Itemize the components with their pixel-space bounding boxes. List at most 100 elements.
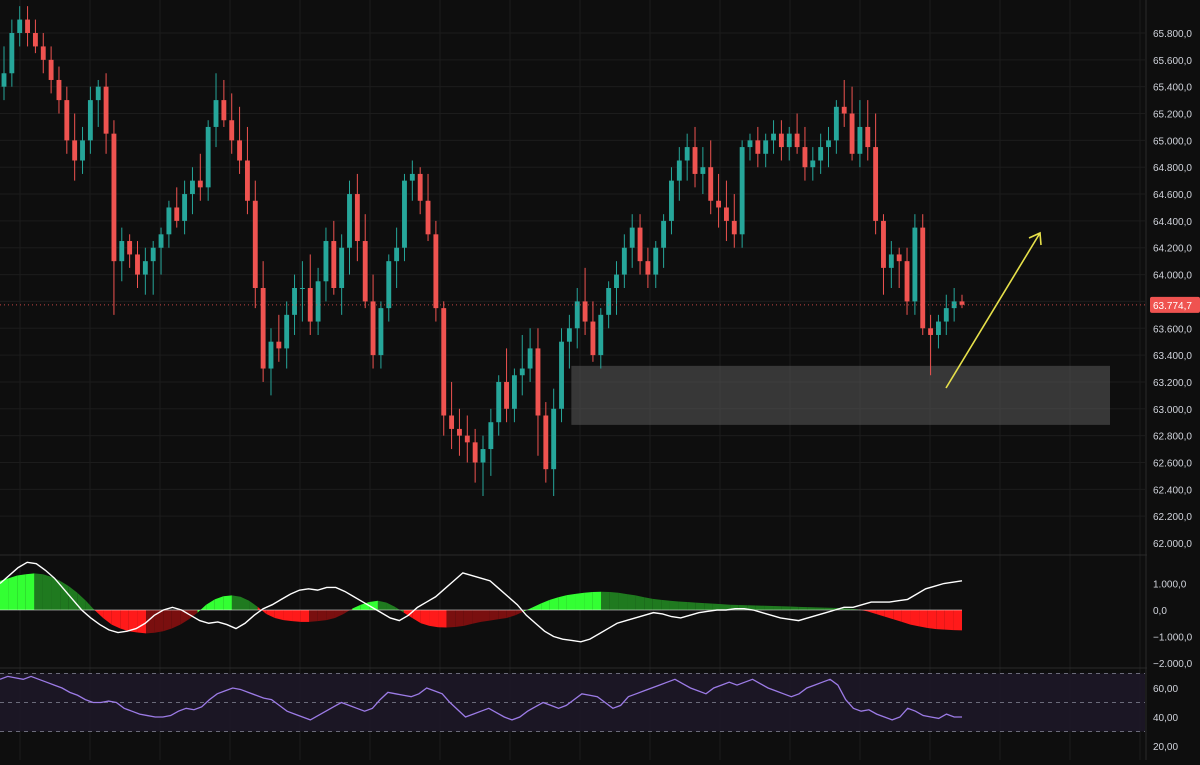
candle[interactable] <box>307 254 313 335</box>
candle[interactable] <box>747 133 753 161</box>
candle[interactable] <box>158 227 164 275</box>
candle[interactable] <box>315 267 321 335</box>
candle[interactable] <box>496 375 502 436</box>
candle[interactable] <box>684 133 690 181</box>
candle[interactable] <box>951 288 957 322</box>
candle[interactable] <box>119 227 125 282</box>
candle[interactable] <box>464 415 470 463</box>
candle[interactable] <box>574 288 580 349</box>
candle[interactable] <box>873 113 879 235</box>
candle[interactable] <box>653 241 659 288</box>
candle[interactable] <box>504 348 509 423</box>
candle[interactable] <box>268 328 274 396</box>
candle[interactable] <box>174 187 180 228</box>
candle[interactable] <box>661 214 667 268</box>
candle[interactable] <box>9 19 15 87</box>
candle[interactable] <box>708 140 714 215</box>
candle[interactable] <box>519 334 525 396</box>
candle[interactable] <box>700 147 706 195</box>
candle[interactable] <box>959 294 965 309</box>
candle[interactable] <box>48 46 54 94</box>
candle[interactable] <box>833 100 839 154</box>
candle[interactable] <box>213 73 219 148</box>
candle[interactable] <box>237 106 243 174</box>
candle[interactable] <box>182 180 188 235</box>
candle[interactable] <box>739 140 745 248</box>
candle[interactable] <box>292 274 297 335</box>
candle[interactable] <box>614 261 619 315</box>
candle[interactable] <box>778 120 784 161</box>
candle[interactable] <box>802 126 808 181</box>
candle[interactable] <box>590 301 596 362</box>
candle[interactable] <box>323 227 329 302</box>
candle[interactable] <box>386 254 392 322</box>
candle[interactable] <box>72 113 78 181</box>
candle[interactable] <box>912 214 918 315</box>
candle[interactable] <box>394 227 400 288</box>
candle[interactable] <box>896 247 902 288</box>
price-axis[interactable]: 65.800,0 65.600,0 65.400,0 65.200,0 65.000,0… <box>1147 0 1200 760</box>
candle[interactable] <box>527 328 533 382</box>
candle[interactable] <box>535 328 541 456</box>
price-candles[interactable] <box>1 6 965 497</box>
candle[interactable] <box>127 234 133 268</box>
candle[interactable] <box>142 247 148 295</box>
candle[interactable] <box>551 388 557 497</box>
candle[interactable] <box>841 79 847 127</box>
candle[interactable] <box>771 120 776 154</box>
candle[interactable] <box>786 126 792 161</box>
candle[interactable] <box>402 173 407 262</box>
candle[interactable] <box>457 408 462 456</box>
candle[interactable] <box>629 214 635 268</box>
oscillator-pane[interactable] <box>0 561 963 643</box>
candle[interactable] <box>17 6 23 47</box>
candle[interactable] <box>849 86 855 161</box>
candle[interactable] <box>865 100 871 161</box>
candle[interactable] <box>1 46 7 101</box>
candle[interactable] <box>582 267 588 335</box>
arrow-shaft[interactable] <box>945 232 1041 389</box>
candle[interactable] <box>25 6 30 47</box>
candle[interactable] <box>190 167 195 215</box>
candle[interactable] <box>857 100 863 168</box>
candle[interactable] <box>260 261 266 382</box>
candle[interactable] <box>425 173 431 242</box>
candle[interactable] <box>56 66 62 114</box>
candle[interactable] <box>197 153 203 201</box>
rsi-axis[interactable]: 60,00 40,00 20,00 <box>1153 684 1178 753</box>
candle[interactable] <box>221 79 227 127</box>
candle[interactable] <box>692 126 698 188</box>
candle[interactable] <box>928 314 934 376</box>
candle[interactable] <box>904 247 910 315</box>
support-zone-rectangle[interactable] <box>571 365 1110 425</box>
candle[interactable] <box>472 428 478 483</box>
candle[interactable] <box>920 214 926 335</box>
candle[interactable] <box>150 241 156 295</box>
candle[interactable] <box>598 308 604 369</box>
candle[interactable] <box>480 435 486 497</box>
candle[interactable] <box>362 214 368 309</box>
candle[interactable] <box>135 241 140 288</box>
candle[interactable] <box>936 314 941 349</box>
candle[interactable] <box>676 147 682 201</box>
candle[interactable] <box>64 86 70 154</box>
candle[interactable] <box>252 180 258 309</box>
candle[interactable] <box>95 79 101 127</box>
candle[interactable] <box>763 133 769 168</box>
candle[interactable] <box>284 301 290 369</box>
candle[interactable] <box>40 33 46 74</box>
candle[interactable] <box>103 73 109 154</box>
candle[interactable] <box>299 261 305 322</box>
candle[interactable] <box>637 214 643 275</box>
candle[interactable] <box>339 234 345 315</box>
candle[interactable] <box>488 408 494 476</box>
candle[interactable] <box>87 86 93 154</box>
candle[interactable] <box>621 234 627 288</box>
candle[interactable] <box>433 220 439 322</box>
candle[interactable] <box>881 214 886 295</box>
candle[interactable] <box>731 194 737 248</box>
candle[interactable] <box>276 314 282 362</box>
candle[interactable] <box>80 126 85 174</box>
